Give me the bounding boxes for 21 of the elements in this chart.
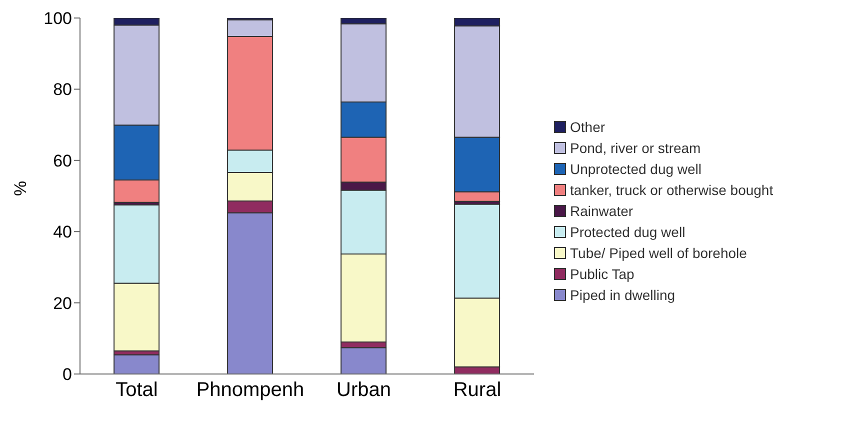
legend-label: Unprotected dug well	[570, 160, 702, 176]
legend-label: Protected dug well	[570, 224, 686, 240]
legend-label: Public Tap	[570, 266, 634, 282]
bar	[114, 354, 160, 374]
y-axis-title: %	[11, 180, 30, 196]
y-tick-label: 60	[53, 151, 72, 170]
y-tick-label: 0	[62, 365, 72, 384]
x-tick-label: Urban	[336, 379, 391, 402]
legend-label: tanker, truck or otherwise bought	[570, 182, 774, 198]
legend-label: Tube/ Piped well of borehole	[570, 244, 747, 260]
y-tick-label: 40	[53, 222, 72, 242]
legend-label: Pond, river or stream	[570, 140, 701, 156]
legend-label: Rainwater	[570, 202, 634, 218]
x-tick-label: Total	[116, 379, 158, 402]
legend-label: Piped in dwelling	[570, 286, 676, 302]
y-tick-label: 80	[53, 80, 72, 100]
y-tick-label: 20	[53, 294, 72, 313]
x-tick-label: Phnompenh	[196, 379, 304, 402]
legend-label: Other	[570, 118, 606, 134]
x-tick-label: Rural	[453, 379, 502, 402]
y-tick-label: 100	[44, 9, 72, 28]
